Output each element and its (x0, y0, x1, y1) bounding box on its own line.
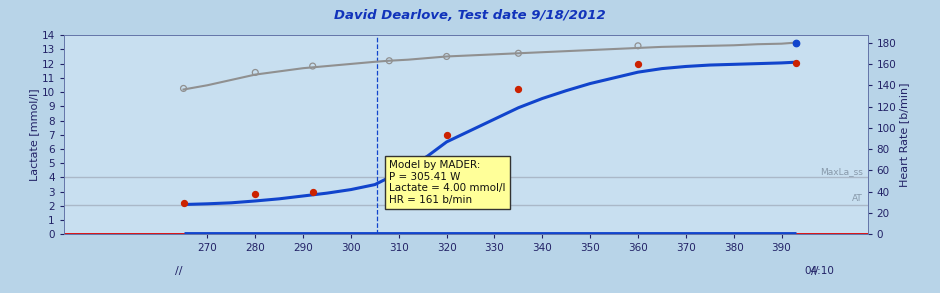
Text: //: // (811, 266, 819, 276)
Point (306, 189, 321, 194)
Text: MaxLa_ss: MaxLa_ss (820, 167, 863, 176)
Point (439, 133, 454, 138)
Point (789, 61, 804, 65)
Y-axis label: Lactate [mmol/l]: Lactate [mmol/l] (29, 88, 39, 181)
Point (382, 58, 397, 63)
Text: AT: AT (852, 194, 863, 203)
Point (382, 164, 397, 169)
Point (248, 70, 263, 75)
Point (248, 192, 263, 196)
Point (176, 201, 191, 205)
Y-axis label: Heart Rate [b/min]: Heart Rate [b/min] (900, 83, 909, 187)
Text: David Dearlove, Test date 9/18/2012: David Dearlove, Test date 9/18/2012 (334, 9, 606, 22)
Point (176, 86, 191, 91)
Point (306, 64, 321, 68)
Point (789, 40, 804, 45)
Text: Model by MADER:
P = 305.41 W
Lactate = 4.00 mmol/l
HR = 161 b/min: Model by MADER: P = 305.41 W Lactate = 4… (389, 160, 506, 205)
Point (631, 61, 646, 66)
Point (439, 54, 454, 59)
Point (631, 43, 646, 48)
Text: 04:10: 04:10 (805, 266, 835, 276)
Text: //: // (175, 266, 182, 276)
Point (510, 87, 525, 92)
Point (510, 51, 525, 56)
